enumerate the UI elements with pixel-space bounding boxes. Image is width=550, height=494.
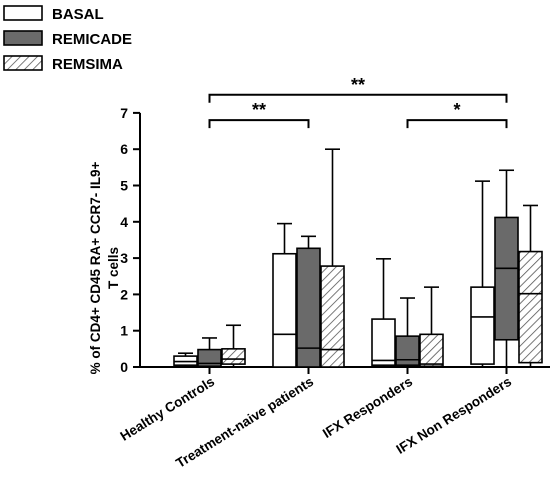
y-tick-label: 3 bbox=[120, 250, 128, 266]
significance-bracket: ** bbox=[208, 75, 508, 103]
significance-label: ** bbox=[252, 100, 266, 120]
significance-label: * bbox=[453, 100, 460, 120]
legend-swatch bbox=[3, 55, 43, 71]
box-basal-3 bbox=[470, 180, 495, 367]
legend: BASAL REMICADE REMSIMA bbox=[3, 5, 132, 73]
box bbox=[197, 348, 222, 368]
box bbox=[173, 355, 198, 366]
box bbox=[494, 216, 519, 341]
legend-label: REMICADE bbox=[52, 31, 132, 48]
legend-item-basal: BASAL bbox=[3, 5, 104, 23]
y-tick-label: 4 bbox=[120, 214, 128, 230]
box bbox=[518, 250, 543, 364]
significance-brackets: **** * bbox=[208, 75, 508, 129]
legend-swatch bbox=[3, 30, 43, 46]
box bbox=[371, 318, 396, 366]
significance-bracket: ** bbox=[208, 100, 310, 129]
legend-label: BASAL bbox=[52, 6, 104, 23]
box-remsima-0 bbox=[221, 324, 246, 367]
box-remicade-0 bbox=[197, 337, 222, 368]
x-tick-label: IFX Responders bbox=[320, 374, 415, 441]
bracket-line bbox=[406, 119, 508, 129]
box-remsima-1 bbox=[320, 148, 345, 368]
box bbox=[419, 333, 444, 368]
significance-bracket: * bbox=[406, 100, 508, 129]
box bbox=[395, 335, 420, 366]
y-tick-label: 7 bbox=[120, 105, 128, 121]
box-remicade-2 bbox=[395, 297, 420, 367]
y-axis-label: % of CD4+ CD45 RA+ CCR7- IL9+ T cells bbox=[88, 162, 121, 375]
box-basal-1 bbox=[272, 222, 297, 368]
y-tick-label: 2 bbox=[120, 286, 128, 302]
bracket-line bbox=[208, 119, 310, 129]
box bbox=[296, 247, 321, 368]
x-tick-label: Healthy Controls bbox=[118, 374, 218, 444]
box-remsima-2 bbox=[419, 286, 444, 368]
box bbox=[221, 348, 246, 365]
legend-label: REMSIMA bbox=[52, 56, 123, 73]
y-tick-label: 5 bbox=[120, 178, 128, 194]
box-remicade-3 bbox=[494, 169, 519, 367]
legend-swatch bbox=[3, 5, 43, 21]
y-tick-label: 1 bbox=[120, 323, 128, 339]
y-tick-label: 6 bbox=[120, 141, 128, 157]
legend-item-remicade: REMICADE bbox=[3, 30, 132, 48]
box bbox=[272, 252, 297, 368]
box bbox=[320, 265, 345, 368]
box-remicade-1 bbox=[296, 235, 321, 368]
bracket-line bbox=[208, 93, 508, 103]
box-remsima-3 bbox=[518, 204, 543, 367]
legend-item-remsima: REMSIMA bbox=[3, 55, 123, 73]
y-tick-label: 0 bbox=[120, 359, 128, 375]
box-basal-0 bbox=[173, 352, 198, 367]
box-basal-2 bbox=[371, 258, 396, 367]
plot-area bbox=[173, 148, 543, 368]
box bbox=[470, 286, 495, 365]
significance-label: ** bbox=[351, 75, 365, 95]
